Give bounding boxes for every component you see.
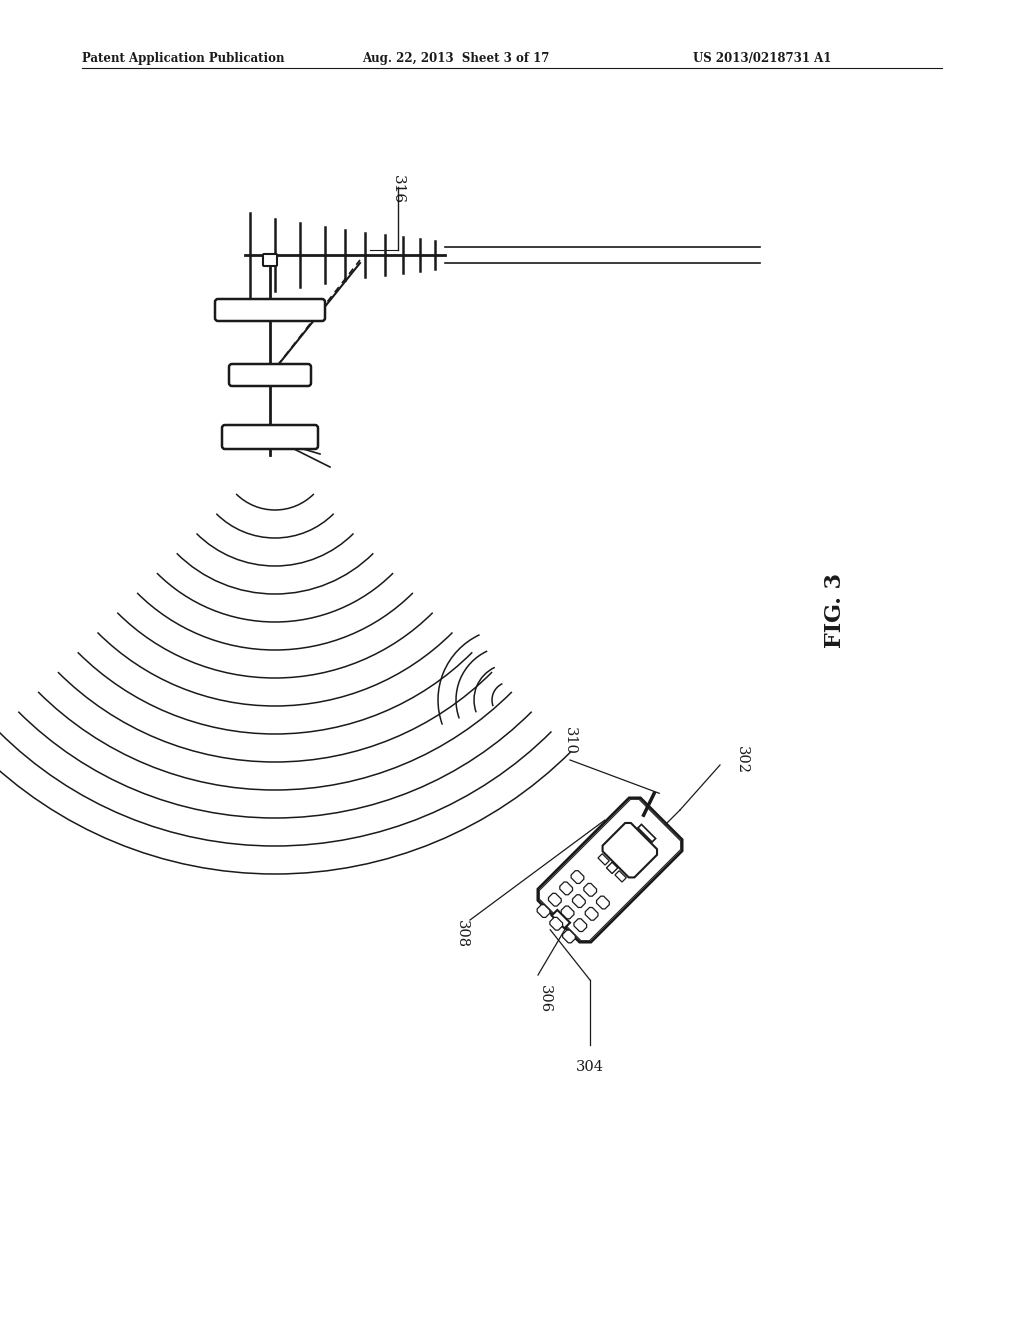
Polygon shape (586, 907, 598, 920)
Text: US 2013/0218731 A1: US 2013/0218731 A1 (693, 51, 831, 65)
Polygon shape (572, 895, 586, 907)
Polygon shape (615, 871, 627, 882)
Text: Patent Application Publication: Patent Application Publication (82, 51, 285, 65)
Polygon shape (550, 917, 562, 931)
Polygon shape (598, 854, 609, 865)
Polygon shape (538, 797, 682, 942)
Polygon shape (573, 919, 587, 932)
Text: 316: 316 (391, 176, 406, 205)
Text: 308: 308 (455, 920, 469, 948)
Polygon shape (560, 882, 572, 895)
Polygon shape (562, 931, 575, 942)
Text: 306: 306 (538, 985, 552, 1014)
Polygon shape (602, 822, 657, 878)
Polygon shape (638, 825, 655, 842)
FancyBboxPatch shape (215, 300, 325, 321)
Polygon shape (540, 800, 681, 941)
FancyBboxPatch shape (229, 364, 311, 385)
FancyBboxPatch shape (263, 253, 278, 267)
Text: Aug. 22, 2013  Sheet 3 of 17: Aug. 22, 2013 Sheet 3 of 17 (362, 51, 549, 65)
Text: 310: 310 (563, 727, 577, 755)
Text: 302: 302 (735, 746, 749, 774)
Polygon shape (549, 894, 561, 906)
Text: FIG. 3: FIG. 3 (824, 573, 846, 648)
Polygon shape (597, 896, 609, 909)
FancyBboxPatch shape (222, 425, 318, 449)
Polygon shape (561, 906, 573, 919)
Polygon shape (606, 862, 617, 874)
Polygon shape (538, 904, 550, 917)
Text: 304: 304 (575, 1060, 604, 1074)
Polygon shape (552, 909, 570, 928)
Polygon shape (584, 883, 597, 896)
Polygon shape (571, 871, 584, 883)
